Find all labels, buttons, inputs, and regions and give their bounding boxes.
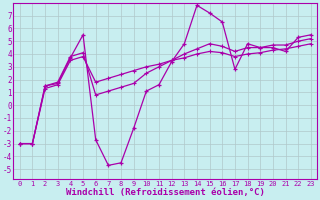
- X-axis label: Windchill (Refroidissement éolien,°C): Windchill (Refroidissement éolien,°C): [66, 188, 265, 197]
